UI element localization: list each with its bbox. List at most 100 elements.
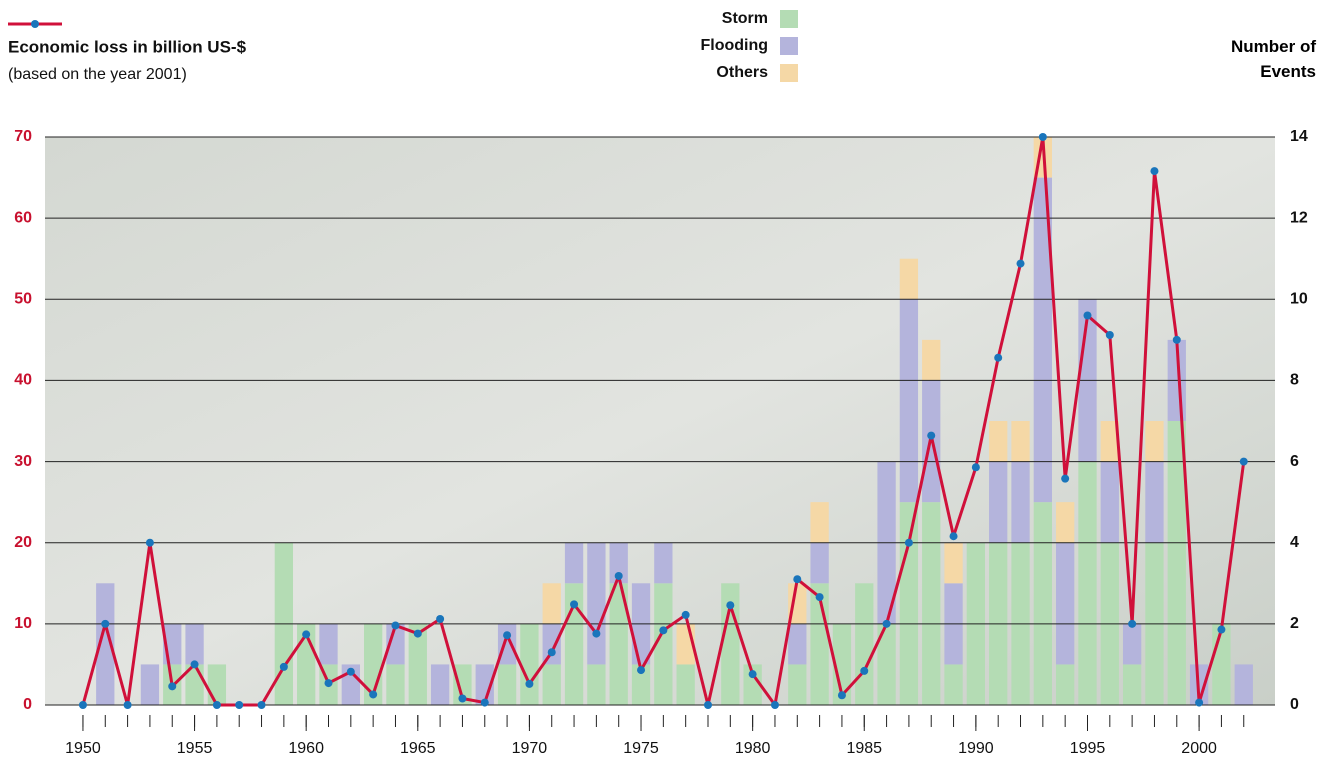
- legend-label: Flooding: [700, 37, 768, 54]
- bar: [587, 664, 606, 705]
- y2-tick-label: 14: [1290, 128, 1308, 145]
- bar: [1078, 461, 1097, 705]
- loss-marker: [637, 666, 646, 675]
- bar: [1056, 542, 1075, 665]
- loss-marker: [904, 538, 913, 547]
- bar: [989, 461, 1008, 543]
- loss-marker: [413, 629, 422, 638]
- legend-marker: [31, 20, 39, 28]
- legend-label: Economic loss in billion US-$: [8, 37, 247, 56]
- y2-tick-label: 6: [1290, 453, 1299, 470]
- bar: [1100, 461, 1119, 543]
- bar: [1011, 461, 1030, 543]
- y2-tick-label: 12: [1290, 209, 1308, 226]
- loss-marker: [212, 701, 221, 709]
- loss-marker: [949, 532, 958, 541]
- bar: [1212, 623, 1231, 705]
- bar: [453, 664, 472, 705]
- loss-marker: [1195, 698, 1204, 707]
- bar: [810, 502, 829, 543]
- bar: [877, 623, 896, 705]
- legend-label: Storm: [722, 10, 768, 27]
- bar: [922, 339, 941, 381]
- y-tick-label: 40: [14, 372, 32, 389]
- loss-marker: [1061, 474, 1070, 483]
- loss-marker: [324, 679, 333, 688]
- bar: [899, 299, 919, 503]
- bar: [676, 664, 695, 705]
- loss-marker: [770, 701, 779, 709]
- x-tick-label: 2000: [1181, 740, 1217, 757]
- loss-marker: [659, 626, 668, 635]
- bar: [1145, 461, 1164, 543]
- loss-marker: [1038, 133, 1047, 141]
- loss-marker: [681, 610, 690, 619]
- bar: [788, 623, 807, 665]
- bar: [408, 623, 427, 705]
- legend-subtitle: (based on the year 2001): [8, 66, 187, 83]
- bar: [497, 623, 517, 665]
- loss-marker: [748, 670, 757, 679]
- loss-marker: [369, 690, 378, 699]
- loss-marker: [592, 629, 601, 638]
- loss-marker: [994, 353, 1003, 362]
- x-tick-label: 1950: [65, 740, 101, 757]
- bar: [96, 583, 115, 705]
- bar: [832, 623, 852, 705]
- bar: [609, 583, 628, 705]
- loss-marker: [793, 575, 802, 584]
- loss-marker: [101, 619, 110, 628]
- y2-axis-title: Number of Events: [1231, 37, 1316, 81]
- bar: [1167, 421, 1186, 705]
- bar: [542, 664, 561, 705]
- loss-marker: [614, 571, 623, 580]
- loss-marker: [1150, 167, 1159, 176]
- bar: [386, 623, 405, 665]
- y2-tick-label: 4: [1290, 534, 1299, 551]
- loss-marker: [547, 648, 556, 657]
- loss-marker: [860, 666, 869, 675]
- bar: [1122, 664, 1142, 705]
- loss-marker: [1239, 457, 1248, 466]
- x-tick-label: 1990: [958, 740, 994, 757]
- bar: [386, 664, 405, 705]
- y2-tick-label: 8: [1290, 372, 1299, 389]
- bar: [542, 623, 561, 665]
- y-tick-label: 0: [23, 696, 32, 713]
- y-tick-label: 10: [14, 615, 32, 632]
- loss-marker: [145, 538, 154, 547]
- bar: [654, 542, 673, 584]
- bar: [654, 583, 673, 705]
- loss-marker: [1016, 259, 1025, 268]
- loss-marker: [302, 630, 311, 639]
- bar: [140, 664, 160, 705]
- legend-swatch: [780, 10, 798, 28]
- loss-marker: [168, 682, 177, 691]
- bar: [1033, 502, 1052, 705]
- loss-marker: [1172, 335, 1181, 344]
- x-tick-label: 1970: [512, 740, 548, 757]
- loss-marker: [1128, 619, 1137, 628]
- loss-marker: [78, 701, 87, 709]
- bar: [631, 664, 651, 705]
- loss-marker: [971, 463, 980, 472]
- loss-marker: [837, 691, 846, 700]
- x-tick-label: 1975: [623, 740, 659, 757]
- y2-tick-label: 2: [1290, 615, 1299, 632]
- loss-marker: [458, 694, 467, 703]
- x-tick-label: 1985: [846, 740, 882, 757]
- y-tick-label: 60: [14, 209, 32, 226]
- loss-marker: [391, 621, 400, 630]
- loss-marker: [525, 679, 534, 688]
- bar: [1056, 502, 1075, 543]
- y-tick-label: 30: [14, 453, 32, 470]
- bar: [1056, 664, 1075, 705]
- bar: [788, 583, 807, 624]
- bar: [1234, 664, 1253, 705]
- loss-marker: [480, 698, 489, 707]
- bar: [475, 664, 494, 705]
- bar: [185, 623, 204, 665]
- loss-marker: [123, 701, 132, 709]
